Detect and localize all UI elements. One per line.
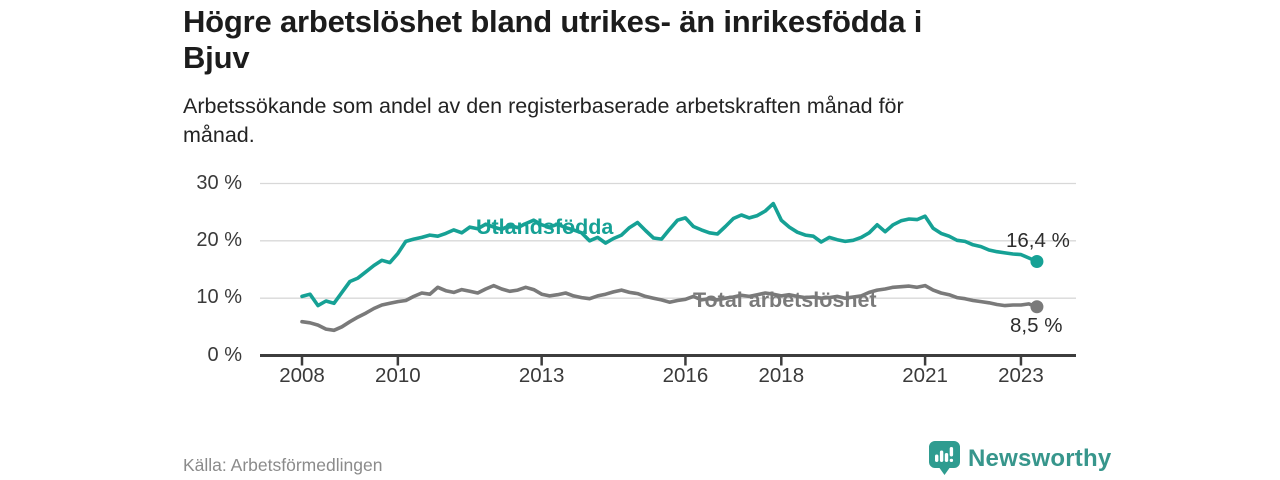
newsworthy-logo: Newsworthy bbox=[929, 441, 1111, 476]
x-axis-tick-label: 2008 bbox=[279, 364, 325, 387]
x-axis-tick-label: 2018 bbox=[758, 364, 805, 387]
y-axis-tick-label: 10 % bbox=[196, 286, 242, 309]
newsworthy-logo-text: Newsworthy bbox=[968, 444, 1112, 472]
x-axis-tick-label: 2023 bbox=[998, 364, 1044, 387]
y-axis-tick-label: 30 % bbox=[196, 171, 242, 194]
x-axis-tick-label: 2021 bbox=[902, 364, 948, 387]
x-axis-tick-label: 2016 bbox=[662, 364, 709, 387]
end-value-total-arbetsloshet: 8,5 % bbox=[1010, 314, 1063, 337]
y-axis-tick-label: 20 % bbox=[196, 228, 242, 251]
source-note: Källa: Arbetsförmedlingen bbox=[183, 455, 383, 475]
x-axis-tick-label: 2010 bbox=[375, 364, 421, 387]
page-subtitle: Arbetssökande som andel av den registerb… bbox=[183, 94, 904, 147]
series-label-utlandsfodda: Utlandsfödda bbox=[476, 215, 614, 239]
newsworthy-pin-barchart-icon bbox=[929, 441, 960, 475]
page-title: Högre arbetslöshet bland utrikes- än inr… bbox=[183, 4, 923, 75]
series-label-total-arbetsloshet: Total arbetslöshet bbox=[693, 288, 877, 312]
end-value-utlandsfodda: 16,4 % bbox=[1006, 229, 1070, 252]
x-axis-tick-label: 2013 bbox=[518, 364, 565, 387]
y-axis-tick-label: 0 % bbox=[207, 343, 242, 366]
